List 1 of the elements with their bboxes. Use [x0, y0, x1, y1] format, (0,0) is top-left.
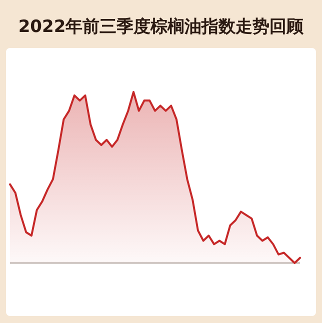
chart-title: 2022年前三季度棕榈油指数走势回顾 [18, 17, 305, 37]
